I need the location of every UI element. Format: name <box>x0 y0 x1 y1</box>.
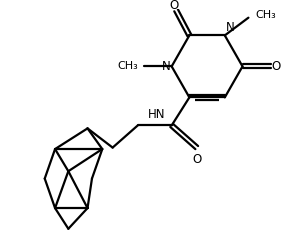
Text: HN: HN <box>147 108 165 121</box>
Text: O: O <box>169 0 178 12</box>
Text: O: O <box>192 153 201 167</box>
Text: O: O <box>271 60 281 73</box>
Text: N: N <box>162 60 170 73</box>
Text: N: N <box>226 21 235 34</box>
Text: CH₃: CH₃ <box>117 61 138 71</box>
Text: CH₃: CH₃ <box>256 10 277 20</box>
